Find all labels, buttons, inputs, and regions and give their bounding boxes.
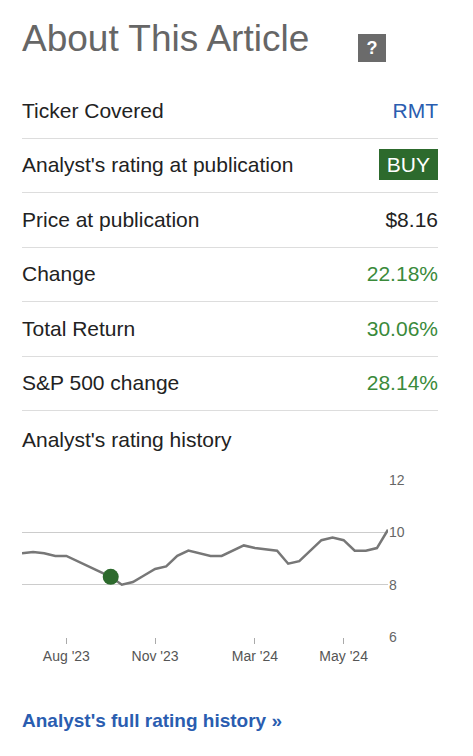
html-text:RMT: RMT [392,98,438,122]
html-text:Change: Change [22,262,96,286]
svg-text:12: 12 [389,472,405,488]
html-text:Price at publication: Price at publication [22,207,200,231]
html-text:30.06%: 30.06% [366,316,438,340]
html-text:Analyst's rating history: Analyst's rating history [22,428,232,451]
html-text:Analyst's full rating history: Analyst's full rating history » [22,710,282,731]
html-text:Total Return: Total Return [22,316,136,340]
html-text:About This Article: About This Article [22,18,310,59]
html-text:22.18%: 22.18% [366,262,438,286]
svg-text:6: 6 [389,629,397,645]
html-text:$8.16: $8.16 [385,207,438,231]
svg-text:May '24: May '24 [319,648,368,664]
html-text:28.14%: 28.14% [366,371,438,395]
svg-text:Nov '23: Nov '23 [132,648,179,664]
html-text:S&P 500 change: S&P 500 change [22,371,180,395]
svg-text:Aug '23: Aug '23 [43,648,90,664]
html-text:BUY: BUY [386,153,430,177]
svg-text:8: 8 [389,577,397,593]
html-text:Analyst's rating at publicatio: Analyst's rating at publication [22,153,294,177]
svg-text:10: 10 [389,524,405,540]
html-text:Ticker Covered: Ticker Covered [22,98,164,122]
svg-text:Mar '24: Mar '24 [232,648,278,664]
